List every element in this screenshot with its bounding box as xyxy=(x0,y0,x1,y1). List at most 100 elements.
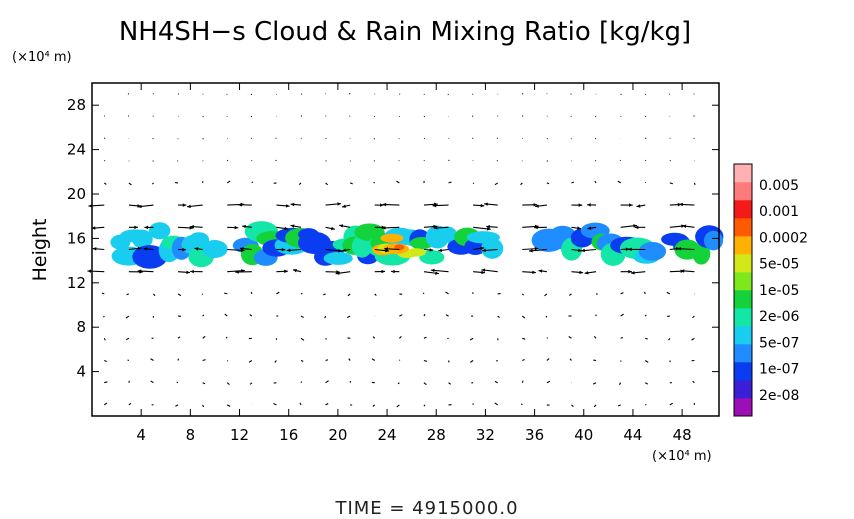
wind-vector xyxy=(546,160,549,162)
wind-vector-head xyxy=(581,248,585,253)
wind-vector-head xyxy=(91,226,96,230)
wind-vector xyxy=(617,180,621,184)
wind-vector xyxy=(448,159,450,162)
wind-vector xyxy=(546,337,549,339)
wind-vector-head xyxy=(628,247,632,252)
wind-vector xyxy=(150,358,154,361)
wind-vector xyxy=(226,382,230,386)
wind-vector xyxy=(448,382,451,385)
wind-vector xyxy=(423,382,427,386)
wind-vector xyxy=(152,160,154,162)
wind-vector xyxy=(201,293,204,295)
wind-vector xyxy=(618,382,622,385)
wind-vector xyxy=(666,291,671,295)
colorbar-swatch xyxy=(734,344,752,363)
wind-vector xyxy=(250,93,253,96)
wind-vector xyxy=(469,337,474,341)
wind-vector xyxy=(494,402,499,406)
y-tick-label: 12 xyxy=(67,274,86,292)
wind-vector-head xyxy=(281,247,286,252)
x-tick-label: 28 xyxy=(427,426,446,444)
colorbar-swatch xyxy=(734,164,752,183)
wind-vector-head xyxy=(391,269,395,274)
plot-frame xyxy=(91,82,720,417)
wind-vector xyxy=(225,336,228,339)
wind-vector-head xyxy=(290,224,295,228)
colorbar-label: 2e-06 xyxy=(759,309,799,325)
colorbar-swatch xyxy=(734,398,752,417)
wind-vector xyxy=(423,404,426,407)
wind-vector-head xyxy=(533,203,538,207)
wind-vector xyxy=(371,358,376,361)
wind-vector xyxy=(104,359,107,363)
wind-vector xyxy=(299,402,302,406)
x-tick-label: 32 xyxy=(476,426,495,444)
wind-vector xyxy=(546,358,550,361)
wind-vector xyxy=(175,404,179,407)
wind-vector-head xyxy=(240,248,245,253)
wind-vector xyxy=(423,115,426,118)
wind-vector xyxy=(396,404,400,408)
wind-vector xyxy=(691,337,695,341)
colorbar-label: 5e-07 xyxy=(759,335,799,351)
wind-vector-head xyxy=(382,202,387,207)
wind-vector xyxy=(445,291,449,295)
wind-vector xyxy=(522,93,524,95)
wind-vector xyxy=(323,293,326,296)
cloud-blob xyxy=(638,241,667,261)
wind-vector xyxy=(522,337,526,340)
wind-vector-head xyxy=(534,246,539,251)
wind-vector xyxy=(522,115,524,117)
wind-vector xyxy=(669,402,674,406)
wind-vector xyxy=(202,359,206,362)
wind-vector xyxy=(397,382,400,385)
wind-vector-head xyxy=(628,269,632,274)
wind-vector-head xyxy=(137,246,142,251)
colorbar-label: 0.001 xyxy=(759,204,799,220)
wind-vector xyxy=(472,182,475,184)
wind-vector-head xyxy=(433,224,437,229)
wind-vector-head xyxy=(438,248,443,253)
wind-vector xyxy=(202,314,205,317)
wind-vector-head xyxy=(285,204,290,208)
wind-vector xyxy=(423,336,427,339)
wind-vector xyxy=(668,337,671,341)
colorbar-swatch xyxy=(734,290,752,309)
wind-vector-head xyxy=(587,226,592,230)
wind-vector xyxy=(568,293,572,296)
x-axis: 4 8 12 16 20 24 28 32 36 40 44 48 xyxy=(136,83,692,444)
wind-vector xyxy=(569,358,572,361)
wind-vector xyxy=(470,360,474,363)
cloud-blob xyxy=(148,222,171,240)
wind-vector xyxy=(373,181,375,184)
wind-vector xyxy=(669,182,673,185)
wind-vector-head xyxy=(680,269,685,273)
wind-vector xyxy=(300,315,304,318)
wind-vector-head xyxy=(538,269,543,273)
wind-vector xyxy=(151,182,154,185)
wind-vector-head xyxy=(182,247,187,252)
wind-vector xyxy=(571,181,575,184)
colorbar-swatch xyxy=(734,308,752,327)
wind-vector xyxy=(545,315,548,318)
wind-vector xyxy=(521,315,526,319)
cloud-blob xyxy=(692,242,711,265)
wind-vector-head xyxy=(677,247,682,251)
wind-vector xyxy=(494,380,498,384)
wind-vector xyxy=(275,137,277,139)
wind-vector xyxy=(571,404,574,407)
wind-vector xyxy=(349,182,353,185)
colorbar-swatch xyxy=(734,200,752,219)
wind-vector xyxy=(128,402,132,406)
wind-vector xyxy=(422,292,425,295)
wind-vector xyxy=(448,181,452,184)
wind-vector xyxy=(249,382,253,385)
wind-vector-head xyxy=(630,271,635,275)
wind-vector xyxy=(619,159,622,162)
wind-vector xyxy=(594,180,597,184)
wind-vector-head xyxy=(235,270,239,274)
wind-vector xyxy=(153,293,156,297)
wind-vector-head xyxy=(535,204,539,208)
wind-vector xyxy=(101,292,105,295)
x-tick-label: 20 xyxy=(328,426,347,444)
